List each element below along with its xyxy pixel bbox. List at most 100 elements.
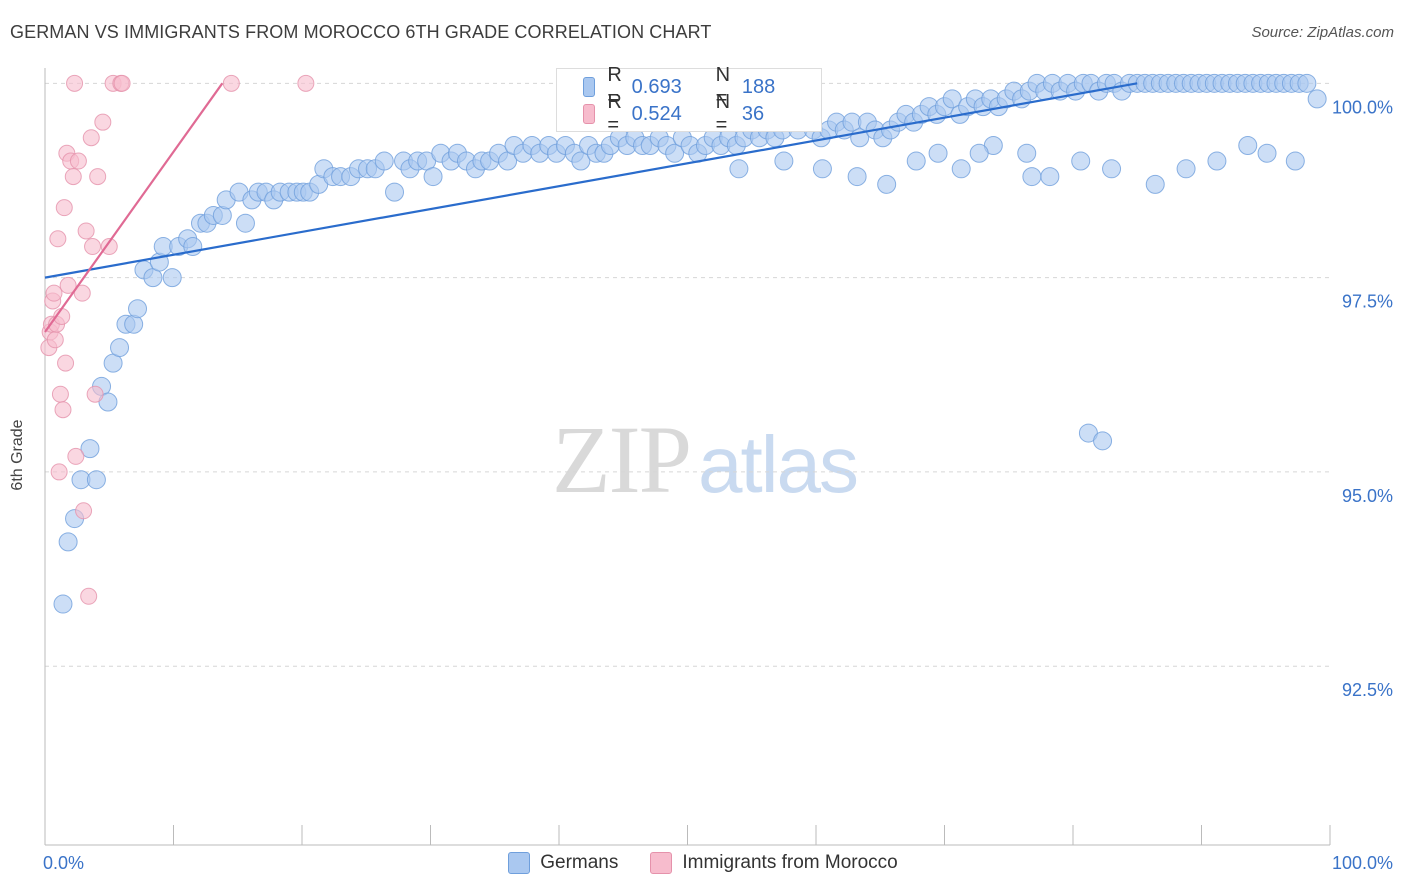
data-point (86, 385, 104, 403)
data-point (73, 284, 91, 302)
data-point (110, 338, 130, 358)
data-point (1022, 167, 1042, 187)
germans-trend-line (44, 82, 1138, 279)
data-point (906, 151, 926, 171)
data-point (51, 385, 69, 403)
legend-swatch-germans (583, 77, 596, 97)
data-point (49, 230, 67, 248)
legend-r-value: 0.693 (631, 75, 682, 98)
data-point (847, 167, 867, 187)
data-point (53, 594, 73, 614)
data-point (297, 74, 315, 92)
data-point (50, 463, 68, 481)
data-point (1285, 151, 1305, 171)
y-tick-label: 97.5% (1342, 292, 1393, 312)
data-point (124, 314, 144, 334)
data-point (66, 74, 84, 92)
data-point (1145, 174, 1165, 194)
watermark: ZIP atlas (552, 404, 859, 515)
data-point (113, 74, 131, 92)
data-point (55, 199, 73, 217)
watermark-atlas: atlas (698, 420, 859, 509)
legend-item-morocco[interactable]: Immigrants from Morocco (650, 852, 898, 874)
data-point (942, 89, 962, 109)
y-tick-label: 92.5% (1342, 680, 1393, 700)
germans-points (53, 73, 1327, 614)
data-point (423, 167, 443, 187)
x-tick-label: 0.0% (43, 853, 84, 873)
legend-row-morocco: R = 0.524 N = 36 (583, 91, 826, 136)
data-point (77, 222, 95, 240)
legend-n-value: 188 (741, 75, 776, 98)
data-point (54, 401, 72, 419)
legend-r-label: R = (607, 64, 622, 109)
data-point (222, 74, 240, 92)
morocco-points (40, 74, 315, 605)
data-point (58, 532, 78, 552)
data-point (212, 205, 232, 225)
series-legend: Germans Immigrants from Morocco (0, 852, 1406, 874)
chart-title: GERMAN VS IMMIGRANTS FROM MOROCCO 6TH GR… (10, 22, 712, 42)
data-point (385, 182, 405, 202)
trend-lines (44, 82, 1138, 333)
data-point (1176, 159, 1196, 179)
morocco-trend-line (44, 82, 224, 333)
data-point (57, 354, 75, 372)
data-point (571, 151, 591, 171)
tick-labels: 92.5% 95.0% 97.5% 100.0% 0.0% 100.0% (43, 97, 1393, 873)
data-point (1093, 431, 1113, 451)
data-point (94, 113, 112, 131)
data-point (82, 129, 100, 147)
data-point (86, 470, 106, 490)
data-point (374, 151, 394, 171)
source-label: Source: ZipAtlas.com (1251, 24, 1394, 41)
legend-label-morocco: Immigrants from Morocco (682, 852, 898, 873)
legend-n-value: 36 (741, 102, 765, 125)
legend-r-label: R = (607, 91, 622, 136)
data-point (1040, 167, 1060, 187)
legend-n-label: N = (715, 91, 731, 136)
data-point (812, 159, 832, 179)
data-point (84, 238, 102, 256)
data-point (665, 143, 685, 163)
data-point (969, 143, 989, 163)
legend-n-label: N = (715, 64, 731, 109)
legend-item-germans[interactable]: Germans (508, 852, 618, 874)
data-point (162, 268, 182, 288)
data-point (67, 447, 85, 465)
data-point (46, 331, 64, 349)
data-point (1238, 135, 1258, 155)
data-point (1207, 151, 1227, 171)
data-point (1071, 151, 1091, 171)
data-point (877, 174, 897, 194)
data-point (98, 392, 118, 412)
axes (44, 68, 1331, 846)
legend-row-germans: R = 0.693 N = 188 (583, 64, 826, 109)
data-point (59, 276, 77, 294)
data-point (729, 159, 749, 179)
y-axis-label: 6th Grade (9, 419, 26, 491)
data-point (80, 587, 98, 605)
data-point (80, 439, 100, 459)
data-point (100, 238, 118, 256)
data-point (1017, 143, 1037, 163)
data-point (1307, 89, 1327, 109)
data-point (89, 168, 107, 186)
y-tick-label: 100.0% (1332, 97, 1393, 117)
legend-swatch-germans (508, 852, 531, 874)
legend-swatch-morocco (583, 104, 596, 124)
legend-swatch-morocco (650, 852, 673, 874)
data-point (45, 284, 63, 302)
data-point (951, 159, 971, 179)
data-point (69, 152, 87, 170)
data-point (774, 151, 794, 171)
y-tick-label: 95.0% (1342, 486, 1393, 506)
x-tick-label: 100.0% (1332, 853, 1393, 873)
data-point (235, 213, 255, 233)
watermark-zip: ZIP (552, 406, 692, 513)
gridlines (45, 82, 1330, 667)
data-point (128, 299, 148, 319)
stats-legend: R = 0.693 N = 188 R = 0.524 N = 36 (556, 64, 822, 136)
data-point (64, 168, 82, 186)
